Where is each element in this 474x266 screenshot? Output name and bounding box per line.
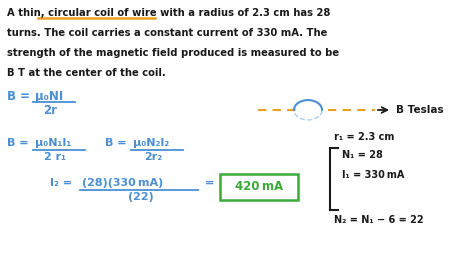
Text: r₁ = 2.3 cm: r₁ = 2.3 cm (334, 132, 394, 142)
Text: μ₀NI: μ₀NI (35, 90, 63, 103)
Text: 420 mA: 420 mA (235, 181, 283, 193)
Text: 2r: 2r (43, 104, 57, 117)
Text: I₁ = 330 mA: I₁ = 330 mA (342, 170, 404, 180)
Text: turns. The coil carries a constant current of 330 mA. The: turns. The coil carries a constant curre… (7, 28, 328, 38)
Text: B =: B = (7, 138, 28, 148)
Text: N₁ = 28: N₁ = 28 (342, 150, 383, 160)
Text: (28)(330 mA): (28)(330 mA) (82, 178, 163, 188)
Text: A thin, circular coil of wire with a radius of 2.3 cm has 28: A thin, circular coil of wire with a rad… (7, 8, 330, 18)
Text: μ₀N₂I₂: μ₀N₂I₂ (133, 138, 169, 148)
Text: N₂ = N₁ − 6 = 22: N₂ = N₁ − 6 = 22 (334, 215, 424, 225)
Text: B T at the center of the coil.: B T at the center of the coil. (7, 68, 166, 78)
Text: =: = (205, 178, 214, 188)
Text: 2 r₁: 2 r₁ (44, 152, 66, 162)
Text: μ₀N₁I₁: μ₀N₁I₁ (35, 138, 71, 148)
Bar (220, 174, 298, 200)
Text: B Teslas: B Teslas (396, 105, 444, 115)
Text: 2r₂: 2r₂ (144, 152, 162, 162)
Text: I₂ =: I₂ = (50, 178, 72, 188)
Text: (22): (22) (128, 192, 154, 202)
Text: B =: B = (105, 138, 127, 148)
Text: strength of the magnetic field produced is measured to be: strength of the magnetic field produced … (7, 48, 339, 58)
Text: B =: B = (7, 90, 30, 103)
